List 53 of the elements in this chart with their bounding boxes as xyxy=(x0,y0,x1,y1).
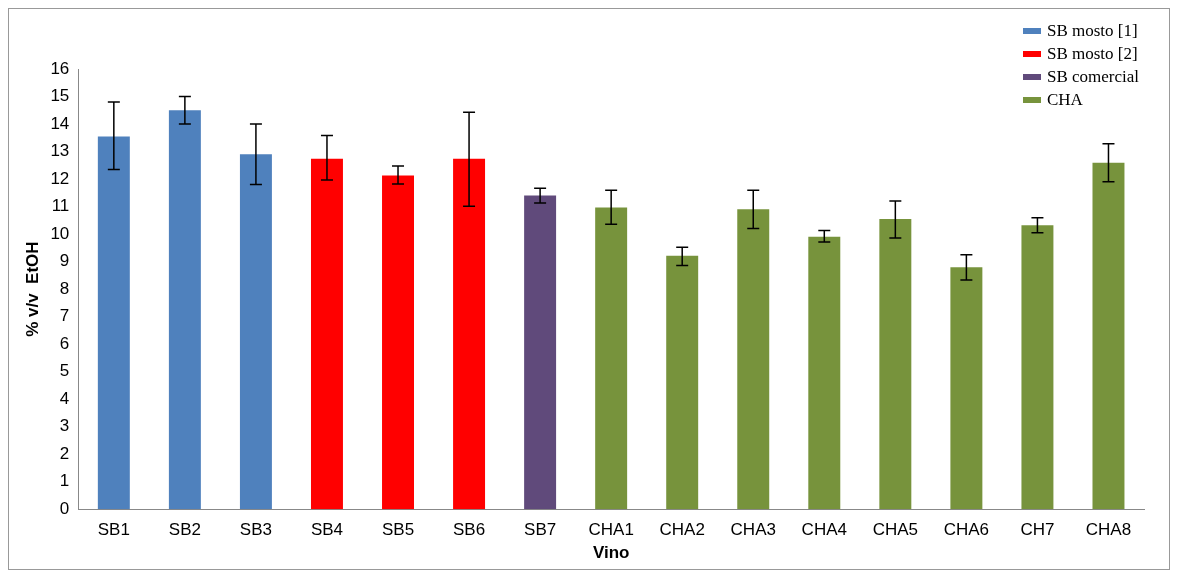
y-tick-label: 14 xyxy=(50,113,70,133)
bar xyxy=(595,207,628,510)
x-tick-label: CHA1 xyxy=(588,520,634,540)
y-tick-label: 1 xyxy=(59,471,70,491)
x-tick-label: SB2 xyxy=(168,520,201,540)
y-tick-label: 8 xyxy=(59,278,70,298)
x-tick-label: CHA6 xyxy=(943,520,990,540)
legend-label: CHA xyxy=(1046,89,1083,110)
bar xyxy=(382,175,414,510)
legend-label: SB mosto [2] xyxy=(1046,43,1138,64)
x-tick-label: SB3 xyxy=(239,520,272,540)
bar xyxy=(524,195,557,510)
bar xyxy=(239,154,272,510)
y-tick-label: 12 xyxy=(50,168,70,188)
bar xyxy=(950,267,983,510)
legend-label: SB mosto [1] xyxy=(1046,20,1138,41)
y-tick-label: 4 xyxy=(59,388,70,408)
bar xyxy=(1021,225,1054,510)
bar xyxy=(879,218,912,510)
y-tick-label: 6 xyxy=(59,333,70,353)
y-tick-label: 2 xyxy=(59,443,70,463)
bar xyxy=(310,158,343,510)
y-tick-label: 7 xyxy=(59,306,70,326)
x-tick-label: CH7 xyxy=(1020,520,1055,540)
y-tick-label: 16 xyxy=(50,58,70,78)
y-tick-label: 15 xyxy=(50,86,70,106)
bar xyxy=(666,255,699,510)
bar xyxy=(97,136,130,510)
x-tick-label: SB1 xyxy=(97,520,130,540)
x-tick-label: CHA5 xyxy=(872,520,919,540)
y-tick-label: 5 xyxy=(59,361,70,381)
x-tick-label: CHA8 xyxy=(1085,520,1132,540)
x-tick-label: CHA3 xyxy=(730,520,776,540)
bar xyxy=(453,158,486,510)
x-tick-label: CHA2 xyxy=(659,520,705,540)
y-tick-label: 10 xyxy=(50,223,70,243)
x-tick-label: SB6 xyxy=(452,520,486,540)
bar xyxy=(1092,162,1125,510)
x-tick-label: SB5 xyxy=(381,520,415,540)
bar xyxy=(168,110,201,510)
x-axis-title: Vino xyxy=(592,543,630,563)
x-tick-label: SB4 xyxy=(310,520,344,540)
bar xyxy=(737,209,770,510)
y-axis-title: % v/v EtOH xyxy=(22,241,42,337)
y-tick-label: 11 xyxy=(51,196,70,216)
legend-label: SB comercial xyxy=(1046,66,1139,87)
y-tick-label: 9 xyxy=(59,251,70,271)
y-tick-label: 3 xyxy=(59,416,70,436)
bar xyxy=(808,236,841,510)
x-tick-label: CHA4 xyxy=(801,520,847,540)
y-tick-label: 13 xyxy=(50,141,70,161)
y-tick-label: 0 xyxy=(59,498,70,518)
x-tick-label: SB7 xyxy=(524,520,557,540)
